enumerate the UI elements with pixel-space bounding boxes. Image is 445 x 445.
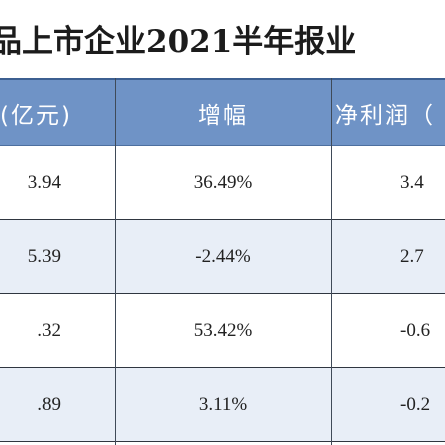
- table-row: .89 3.11% -0.2: [0, 368, 445, 442]
- table-row: 5.39 -2.44% 2.7: [0, 220, 445, 294]
- header-growth: 增幅: [198, 102, 248, 129]
- column-divider: [331, 78, 332, 445]
- revenue-cell: .32: [37, 319, 61, 341]
- table-row: 3.94 36.49% 3.4: [0, 146, 445, 220]
- revenue-cell: 3.94: [27, 171, 61, 193]
- growth-cell: 3.11%: [198, 393, 248, 415]
- net-profit-cell: 3.4: [400, 171, 424, 193]
- table-row: .32 53.42% -0.6: [0, 294, 445, 368]
- column-divider: [115, 78, 116, 445]
- growth-cell: 36.49%: [193, 171, 253, 193]
- page-title: 食品上市企业2021半年报业: [0, 24, 357, 60]
- net-profit-cell: -0.6: [400, 319, 431, 341]
- header-revenue: (亿元): [0, 102, 72, 129]
- net-profit-cell: 2.7: [400, 245, 424, 267]
- growth-cell: -2.44%: [195, 245, 251, 267]
- financial-table: (亿元) 增幅 净利润（ 3.94 36.49% 3.4 5.39 -2.44%…: [0, 78, 445, 445]
- revenue-cell: 5.39: [27, 245, 61, 267]
- growth-cell: 53.42%: [193, 319, 253, 341]
- table-header-row: (亿元) 增幅 净利润（: [0, 78, 445, 146]
- revenue-cell: .89: [37, 393, 61, 415]
- header-net-profit: 净利润（: [335, 102, 435, 129]
- net-profit-cell: -0.2: [400, 393, 431, 415]
